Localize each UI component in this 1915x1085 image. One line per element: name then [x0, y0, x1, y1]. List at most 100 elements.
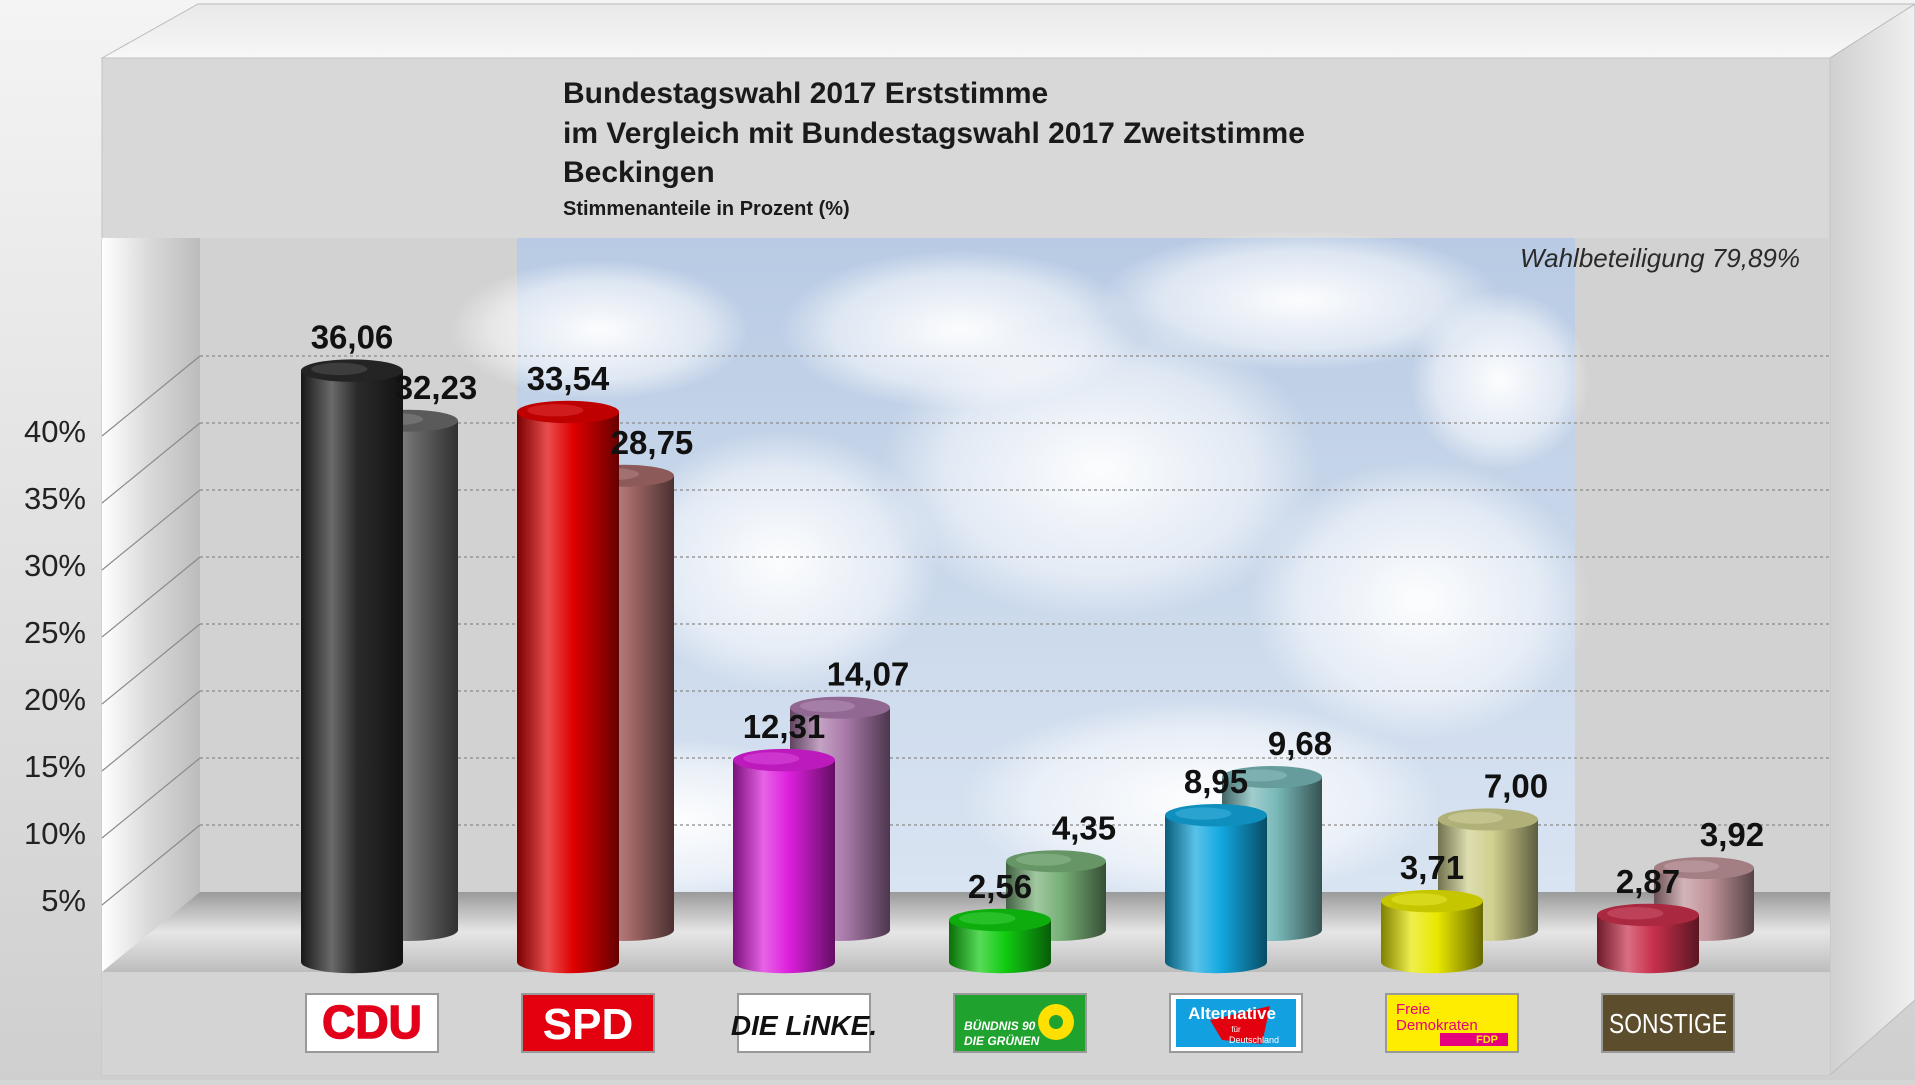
bar-front-top: [1165, 804, 1267, 827]
bar-front-highlight: [1607, 907, 1664, 920]
bar-front: [1381, 889, 1483, 974]
gridline-side: [101, 556, 201, 638]
gruene-logo: BÜNDNIS 90 DIE GRÜNEN: [953, 993, 1087, 1053]
bar-front-top: [1597, 903, 1699, 927]
value-label-back: 7,00: [1484, 767, 1548, 804]
bar-front-top: [1381, 889, 1483, 913]
gridline-side: [101, 757, 201, 839]
bar-back-highlight: [1232, 769, 1287, 782]
bar-front-body: [1597, 914, 1699, 974]
bar-front-body: [517, 411, 619, 974]
sonstige-logo: SONSTIGE: [1601, 993, 1735, 1053]
afd-logo-line-2: für: [1231, 1025, 1241, 1034]
bar-front-body: [1165, 815, 1267, 974]
value-label-back: 4,35: [1052, 809, 1116, 846]
spd-logo: SPD: [521, 993, 655, 1053]
cdu-logo-text: CDU: [322, 996, 422, 1048]
bar-front: [733, 748, 835, 974]
y-axis: 5% 10% 15% 20% 25% 30% 35% 40%: [24, 414, 86, 918]
value-label-front: 8,95: [1184, 763, 1248, 800]
bar-front: [1597, 903, 1699, 974]
bar-front-highlight: [959, 912, 1016, 925]
value-label-front: 12,31: [743, 708, 826, 745]
bar-front: [517, 400, 619, 974]
fdp-logo-line-1: Freie: [1396, 1001, 1430, 1018]
bar-back-top: [1654, 857, 1754, 880]
gridline-side: [101, 623, 201, 705]
bar-front-highlight: [527, 404, 584, 417]
afd-arrow-icon: [1210, 1006, 1270, 1044]
bar-series: [301, 359, 1754, 974]
gridline-side: [101, 355, 201, 437]
bar-front-highlight: [1391, 893, 1448, 906]
sonstige-logo-text: SONSTIGE: [1609, 1008, 1727, 1039]
bar-back-top: [1006, 850, 1106, 873]
gridlines: [101, 355, 1830, 906]
linke-logo: DIE LiNKE.: [731, 993, 877, 1053]
bar-front-highlight: [311, 362, 368, 376]
value-label-back: 9,68: [1268, 725, 1332, 762]
bar-front-top: [733, 748, 835, 772]
y-tick-label: 30%: [24, 548, 86, 583]
value-label-back: 28,75: [611, 424, 694, 461]
gridline-side: [101, 489, 201, 571]
y-tick-label: 10%: [24, 816, 86, 851]
bar-front: [301, 359, 403, 974]
bar-front-highlight: [743, 752, 800, 765]
gridline-side: [101, 690, 201, 772]
title-line-3: Beckingen: [563, 156, 715, 189]
bar-back-highlight: [1664, 860, 1719, 873]
value-label-back: 3,92: [1700, 816, 1764, 853]
subtitle: Stimmenanteile in Prozent (%): [563, 198, 850, 220]
bar-front-body: [301, 370, 403, 974]
value-label-front: 33,54: [527, 360, 610, 397]
bar-front-body: [733, 760, 835, 974]
bar-front-top: [949, 908, 1051, 932]
y-tick-label: 5%: [41, 883, 86, 918]
fdp-logo-line-2: Demokraten: [1396, 1017, 1478, 1034]
bar-back-highlight: [1448, 811, 1503, 824]
y-tick-label: 35%: [24, 481, 86, 516]
bar-back-top: [1222, 766, 1322, 789]
bar-front: [949, 908, 1051, 974]
afd-logo: Alternative für Deutschland: [1169, 993, 1303, 1053]
bar-front-body: [949, 920, 1051, 974]
bar-front-highlight: [1175, 807, 1232, 820]
afd-logo-line-3: Deutschland: [1229, 1035, 1279, 1045]
party-logos: CDU SPD DIE LiNKE. BÜNDNIS 90 DIE GRÜNEN…: [305, 993, 1735, 1053]
fdp-logo-line-3: FDP: [1476, 1034, 1498, 1046]
bar-front-top: [301, 359, 403, 382]
value-label-back: 14,07: [827, 656, 910, 693]
title-block: Bundestagswahl 2017 Erststimme im Vergle…: [563, 77, 1305, 220]
value-label-front: 3,71: [1400, 849, 1464, 886]
fdp-logo: Freie Demokraten FDP: [1385, 993, 1519, 1053]
value-label-front: 2,87: [1616, 863, 1680, 900]
turnout-annotation: Wahlbeteiligung 79,89%: [1520, 243, 1800, 273]
cdu-logo: CDU: [305, 993, 439, 1053]
y-tick-label: 15%: [24, 749, 86, 784]
gruene-logo-line-2: DIE GRÜNEN: [964, 1033, 1040, 1048]
afd-logo-line-1: Alternative: [1188, 1004, 1276, 1023]
bar-back-top: [790, 696, 890, 719]
bar-back-top: [1438, 808, 1538, 831]
title-line-1: Bundestagswahl 2017 Erststimme: [563, 77, 1048, 110]
bar-back-highlight: [1016, 853, 1071, 866]
gridline-side: [101, 824, 201, 906]
gridline-side: [101, 422, 201, 504]
gruene-logo-line-1: BÜNDNIS 90: [964, 1018, 1036, 1033]
y-tick-label: 25%: [24, 615, 86, 650]
bar-front: [1165, 804, 1267, 974]
bar-back-highlight: [800, 699, 855, 713]
value-label-front: 36,06: [311, 319, 394, 356]
linke-logo-text: DIE LiNKE.: [731, 1010, 877, 1041]
spd-logo-text: SPD: [543, 1000, 633, 1049]
bar-front-top: [517, 400, 619, 424]
y-tick-label: 40%: [24, 414, 86, 449]
y-tick-label: 20%: [24, 682, 86, 717]
bar-front-body: [1381, 901, 1483, 974]
value-label-front: 2,56: [968, 868, 1032, 905]
title-line-2: im Vergleich mit Bundestagswahl 2017 Zwe…: [563, 117, 1305, 150]
